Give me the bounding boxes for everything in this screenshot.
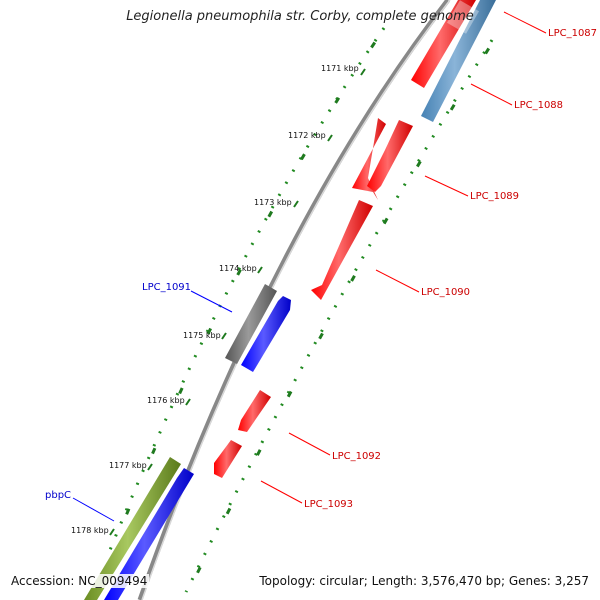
gene-pbpc-cds[interactable] (104, 468, 194, 600)
leader-lpc-1088 (470, 83, 513, 106)
leader-lpc-1087 (503, 11, 547, 34)
gene-pbpc[interactable] (84, 457, 181, 600)
leader-lpc-1093 (260, 480, 303, 504)
gc-track-outer-bars (106, 25, 388, 561)
overlap-highlight (446, 0, 480, 34)
tick-mark-1177 (147, 463, 153, 471)
gene-lpc-1087[interactable] (411, 0, 476, 88)
gene-label-lpc-1087[interactable]: LPC_1087 (548, 28, 597, 39)
tick-mark-1172 (327, 134, 333, 142)
leader-lpc-1092 (288, 432, 331, 456)
tick-mark-1176 (185, 398, 191, 406)
gene-lpc-1091[interactable] (225, 284, 277, 364)
tick-label-1177: 1177 kbp (109, 461, 147, 470)
map-title: Legionella pneumophila str. Corby, compl… (126, 9, 474, 24)
gene-label-lpc-1089[interactable]: LPC_1089 (470, 191, 519, 202)
gene-label-lpc-1091[interactable]: LPC_1091 (142, 282, 191, 293)
tick-mark-1171 (360, 68, 366, 76)
tick-mark-1178 (109, 528, 115, 536)
gene-lpc-1090[interactable] (311, 200, 373, 300)
tick-label-1173: 1173 kbp (254, 198, 292, 207)
gene-label-lpc-1092[interactable]: LPC_1092 (332, 451, 381, 462)
tick-mark-1175 (221, 332, 227, 340)
tick-label-1174: 1174 kbp (219, 264, 257, 273)
leader-lpc-1091 (190, 290, 233, 313)
gene-lpc-1089-body[interactable] (367, 120, 413, 192)
accession-text: Accession: NC_009494 (9, 574, 150, 588)
backbone-arc-highlight (141, 0, 451, 600)
tick-label-1176: 1176 kbp (147, 396, 185, 405)
genome-summary-text: Topology: circular; Length: 3,576,470 bp… (257, 574, 591, 588)
leader-lpc-1090 (375, 269, 420, 293)
tick-label-1178: 1178 kbp (71, 526, 109, 535)
leader-lpc-1089 (424, 175, 469, 197)
tick-mark-1173 (293, 200, 299, 208)
gene-lpc-1092[interactable] (238, 390, 271, 432)
gene-label-lpc-1093[interactable]: LPC_1093 (304, 499, 353, 510)
tick-label-1171: 1171 kbp (321, 64, 359, 73)
gene-label-lpc-1088[interactable]: LPC_1088 (514, 100, 563, 111)
tick-mark-1174 (257, 266, 263, 274)
tick-label-1172: 1172 kbp (288, 131, 326, 140)
leader-pbpc (72, 497, 115, 522)
gc-track-inner-bars (186, 39, 496, 593)
gene-label-lpc-1090[interactable]: LPC_1090 (421, 287, 470, 298)
gene-lpc-1093[interactable] (214, 440, 242, 478)
gene-lpc-1091-cds[interactable] (241, 296, 291, 372)
gene-label-pbpc[interactable]: pbpC (45, 490, 71, 501)
gene-lpc-1088[interactable] (421, 0, 496, 122)
backbone-arc (137, 0, 450, 600)
tick-label-1175: 1175 kbp (183, 331, 221, 340)
gene-lpc-1089[interactable] (352, 118, 386, 200)
